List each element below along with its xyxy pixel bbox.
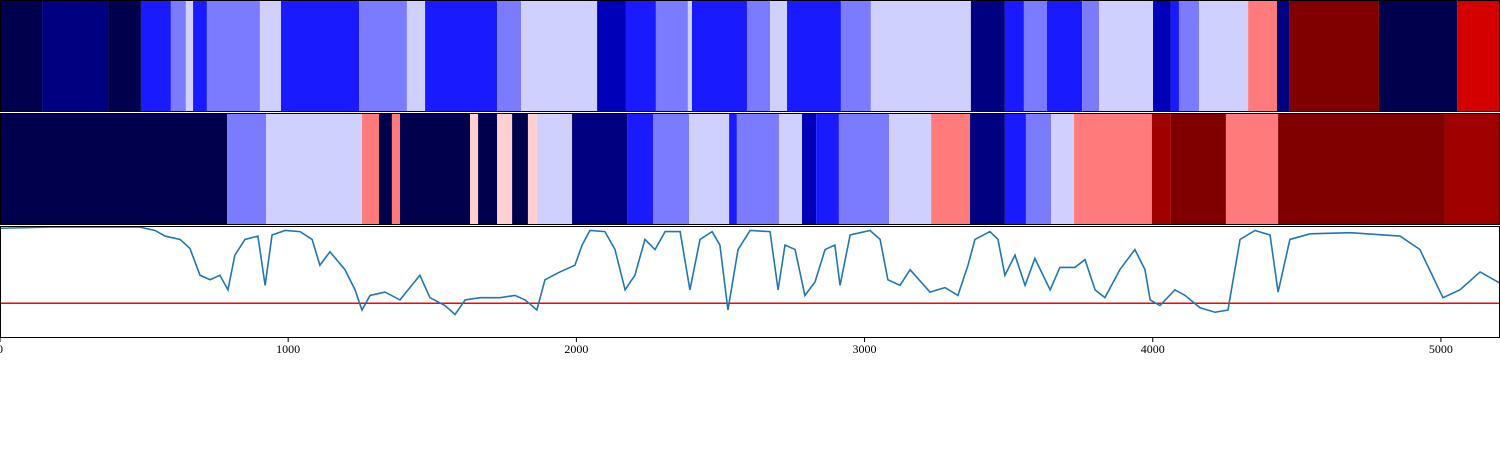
x-tick-label: 0 <box>0 342 3 356</box>
strip-segment <box>478 113 498 225</box>
strip-segment <box>691 0 747 112</box>
strip-segment <box>1046 0 1083 112</box>
strip-segment <box>536 113 573 225</box>
strip-segment <box>931 113 971 225</box>
strip-segment <box>627 113 654 225</box>
strip-segment <box>1170 113 1226 225</box>
strip-segment <box>1457 0 1500 112</box>
strip-segment <box>1199 0 1249 112</box>
strip-segment <box>1444 113 1500 225</box>
strip-segment <box>470 113 479 225</box>
strip-segment <box>42 0 109 112</box>
strip-segment <box>259 0 281 112</box>
panel-bg <box>0 226 1500 338</box>
strip-segment <box>359 0 407 112</box>
strip-segment <box>185 0 194 112</box>
strip-segment <box>1151 113 1171 225</box>
strip-segment <box>0 113 228 225</box>
strip-segment <box>400 113 471 225</box>
strip-segment <box>1025 113 1052 225</box>
strip-segment <box>206 0 260 112</box>
strip-segment <box>1289 0 1379 112</box>
strip-segment <box>1170 0 1179 112</box>
strip-segment <box>689 113 730 225</box>
strip-segment <box>361 113 379 225</box>
strip-segment <box>1099 0 1154 112</box>
strip-segment <box>527 113 537 225</box>
strip-segment <box>787 0 841 112</box>
x-tick-label: 2000 <box>564 342 588 356</box>
strip-segment <box>1082 0 1100 112</box>
strip-segment <box>1051 113 1075 225</box>
strip-segment <box>1378 0 1458 112</box>
strip-segment <box>687 0 692 112</box>
strip-segment <box>140 0 171 112</box>
strip-segment <box>746 0 771 112</box>
strip-segment <box>625 0 656 112</box>
strip-segment <box>1074 113 1152 225</box>
strip-segment <box>655 0 688 112</box>
strip-segment <box>597 0 626 112</box>
strip-segment <box>1178 0 1200 112</box>
strip-segment <box>378 113 392 225</box>
strip-segment <box>1248 0 1277 112</box>
strip-segment <box>521 0 598 112</box>
strip-segment <box>280 0 360 112</box>
strip-segment <box>497 113 513 225</box>
strip-segment <box>778 113 803 225</box>
strip-segment <box>889 113 932 225</box>
x-tick-label: 4000 <box>1141 342 1165 356</box>
strip-segment <box>1276 0 1290 112</box>
strip-segment <box>970 113 1005 225</box>
strip-segment <box>970 0 1005 112</box>
strip-segment <box>265 113 362 225</box>
strip-segment <box>1153 0 1171 112</box>
strip-segment <box>497 0 522 112</box>
strip-segment <box>1004 0 1024 112</box>
x-tick-label: 1000 <box>276 342 300 356</box>
strip-segment <box>1023 0 1047 112</box>
strip-segment <box>870 0 971 112</box>
strip-segment <box>840 0 871 112</box>
strip-segment <box>736 113 779 225</box>
strip-segment <box>1225 113 1279 225</box>
strip-segment <box>425 0 498 112</box>
data-line <box>0 226 1500 316</box>
strip-segment <box>0 0 43 112</box>
strip-segment <box>406 0 426 112</box>
strip-segment <box>1278 113 1445 225</box>
strip-segment <box>391 113 400 225</box>
strip-segment <box>512 113 528 225</box>
strip-segment <box>770 0 788 112</box>
strip-segment <box>653 113 690 225</box>
strip-segment <box>816 113 839 225</box>
strip-segment <box>193 0 207 112</box>
strip-segment <box>572 113 628 225</box>
strip-segment <box>1004 113 1026 225</box>
x-tick-label: 5000 <box>1429 342 1453 356</box>
strip-segment <box>170 0 186 112</box>
x-tick-label: 3000 <box>853 342 877 356</box>
strip-segment <box>729 113 737 225</box>
strip-segment <box>108 0 141 112</box>
strip-segment <box>227 113 266 225</box>
strip-segment <box>802 113 817 225</box>
strip-segment <box>838 113 890 225</box>
